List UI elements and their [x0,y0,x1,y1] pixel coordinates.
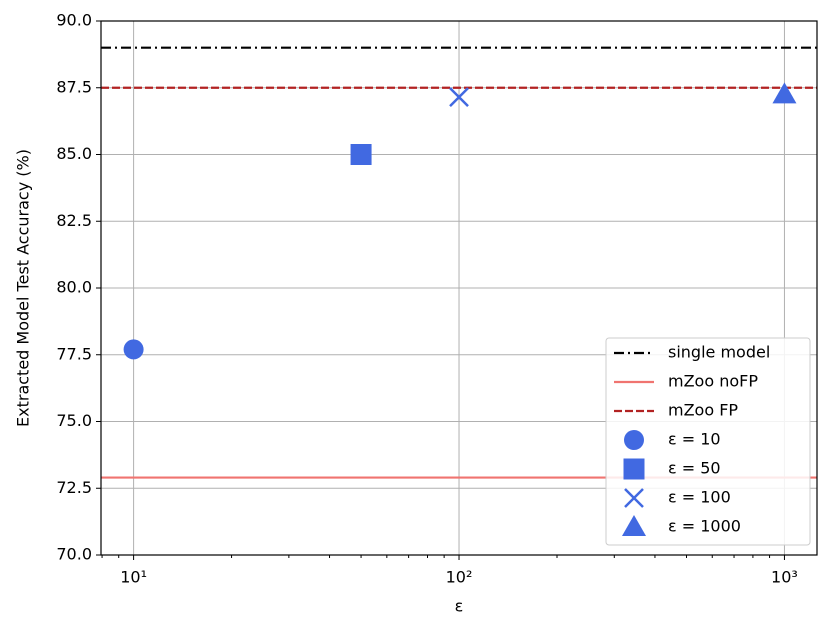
y-tick-label: 87.5 [56,77,92,96]
x-tick-label: 10¹ [120,568,147,587]
point [449,87,469,107]
y-tick-label: 82.5 [56,211,92,230]
y-tick-label: 75.0 [56,411,92,430]
point [123,339,144,360]
legend-label: mZoo FP [668,401,738,420]
x-axis-label: ε [455,597,464,616]
y-tick-label: 70.0 [56,545,92,564]
legend-handle [624,488,644,508]
y-tick-label: 90.0 [56,11,92,30]
point [350,144,372,165]
x-tick-label: 10² [446,568,473,587]
legend-label: mZoo noFP [668,372,758,391]
y-tick-label: 80.0 [56,278,92,297]
legend-label: ε = 50 [668,459,721,478]
legend-label: ε = 10 [668,430,721,449]
y-tick-label: 72.5 [56,478,92,497]
legend-label: ε = 1000 [668,517,741,536]
y-tick-label: 77.5 [56,344,92,363]
plot-frame [100,20,818,556]
legend-box [605,337,811,546]
legend-label: single model [668,343,770,362]
y-tick-label: 85.0 [56,144,92,163]
y-axis-label: Extracted Model Test Accuracy (%) [14,149,33,427]
point [772,82,797,104]
legend-handle [623,458,645,480]
legend-handle [622,515,646,536]
x-tick-label: 10³ [771,568,798,587]
legend-handle [624,430,644,450]
legend: single model mZoo noFP mZoo FP ε = 10 ε = 50… [605,337,811,546]
legend-label: ε = 100 [668,488,731,507]
